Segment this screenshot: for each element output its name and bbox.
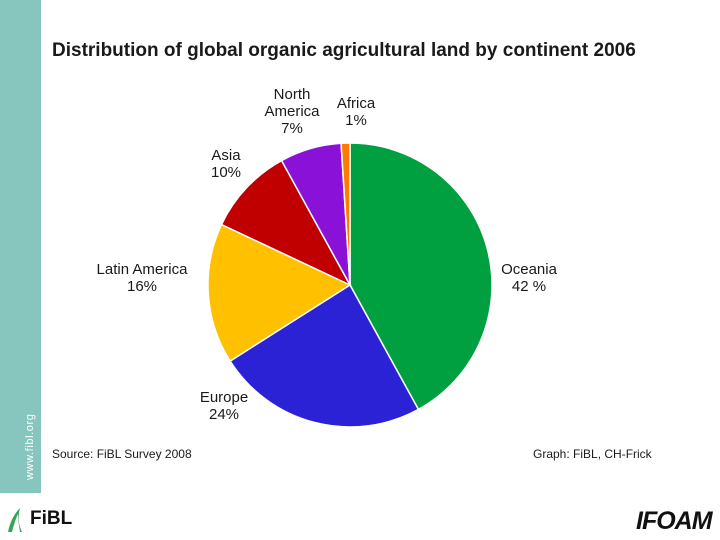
leaf-icon [8, 508, 22, 532]
pie-labels: Oceania 42 % Europe 24% Latin America 16% Asia… [97, 86, 558, 423]
slice-label-africa: Africa 1% [337, 95, 376, 129]
slice-label-oceania: Oceania 42 % [501, 261, 558, 295]
slice-label-latin-america: Latin America 16% [97, 261, 189, 295]
ifoam-logo: IFOAM [636, 507, 713, 535]
fibl-logo-text: FiBL [30, 508, 73, 529]
slice-label-europe: Europe 24% [200, 389, 248, 423]
pie-slice-africa [340, 142, 351, 286]
sidebar-band [0, 0, 41, 493]
pie-slice-latin-america [207, 223, 352, 363]
pie-slice-oceania [349, 142, 493, 411]
pie-slice-europe [229, 283, 420, 428]
slice-label-asia: Asia 10% [211, 147, 241, 181]
graph-credit: Graph: FiBL, CH-Frick [533, 447, 652, 461]
pie-slices [207, 142, 493, 428]
pie-slice-asia [220, 159, 352, 287]
chart-title: Distribution of global organic agricultu… [52, 40, 636, 61]
source-note: Source: FiBL Survey 2008 [52, 447, 192, 461]
slice-label-north-america: North America 7% [264, 86, 320, 137]
